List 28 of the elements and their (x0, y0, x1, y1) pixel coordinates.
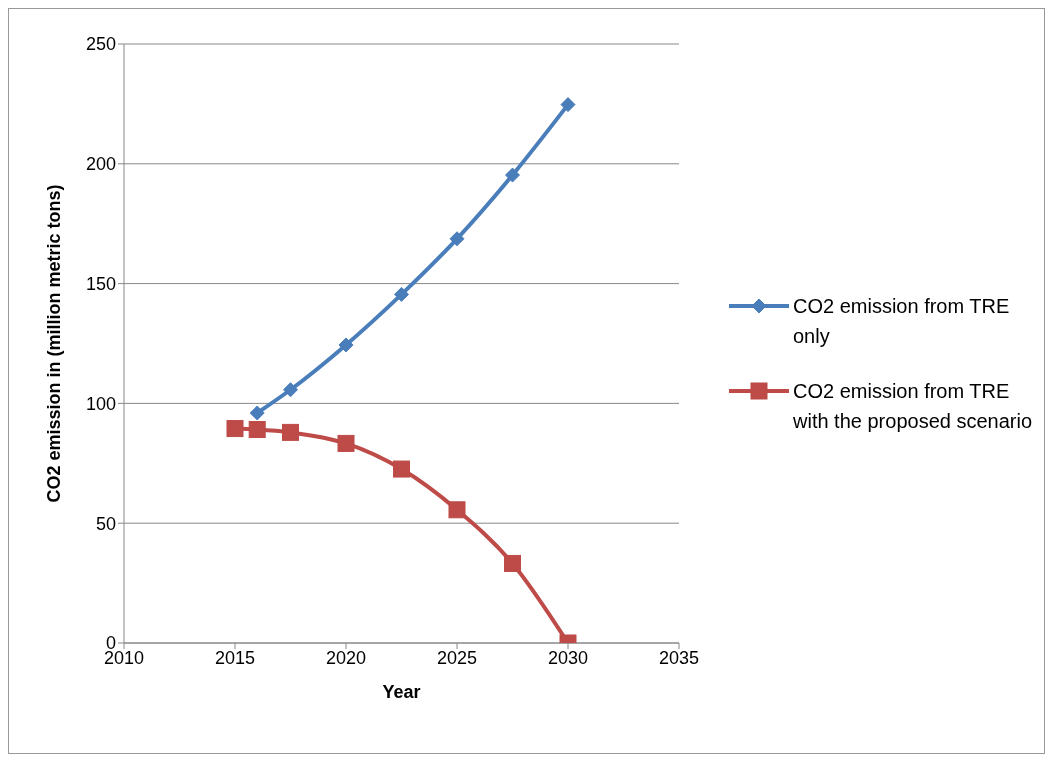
legend-label: CO2 emission from TRE with the proposed scenario (793, 379, 1034, 434)
point (249, 405, 265, 421)
y-tick-label: 50 (95, 513, 116, 534)
point (394, 286, 409, 302)
point (248, 421, 266, 439)
point (560, 97, 576, 113)
point (282, 423, 299, 441)
point (226, 420, 244, 438)
point (283, 382, 298, 398)
x-tick-label: 2015 (214, 647, 256, 668)
point (337, 434, 355, 452)
legend-label: CO2 emission from TRE only (793, 294, 1011, 349)
point (505, 167, 520, 183)
x-tick-label: 2035 (658, 647, 700, 668)
y-tick-label: 200 (85, 154, 116, 175)
point (448, 501, 466, 519)
y-tick-label: 100 (85, 393, 116, 414)
y-axis-title: CO2 emission in (million metric tons) (44, 184, 65, 503)
x-tick-label: 2020 (325, 647, 367, 668)
x-tick-label: 2030 (547, 647, 589, 668)
point (504, 554, 521, 572)
point (449, 231, 465, 247)
y-tick-label: 150 (85, 273, 116, 294)
x-axis-title: Year (382, 682, 421, 702)
y-tick-label: 250 (85, 34, 116, 55)
x-tick-label: 2025 (436, 647, 478, 668)
point (338, 337, 354, 353)
point (393, 460, 410, 478)
